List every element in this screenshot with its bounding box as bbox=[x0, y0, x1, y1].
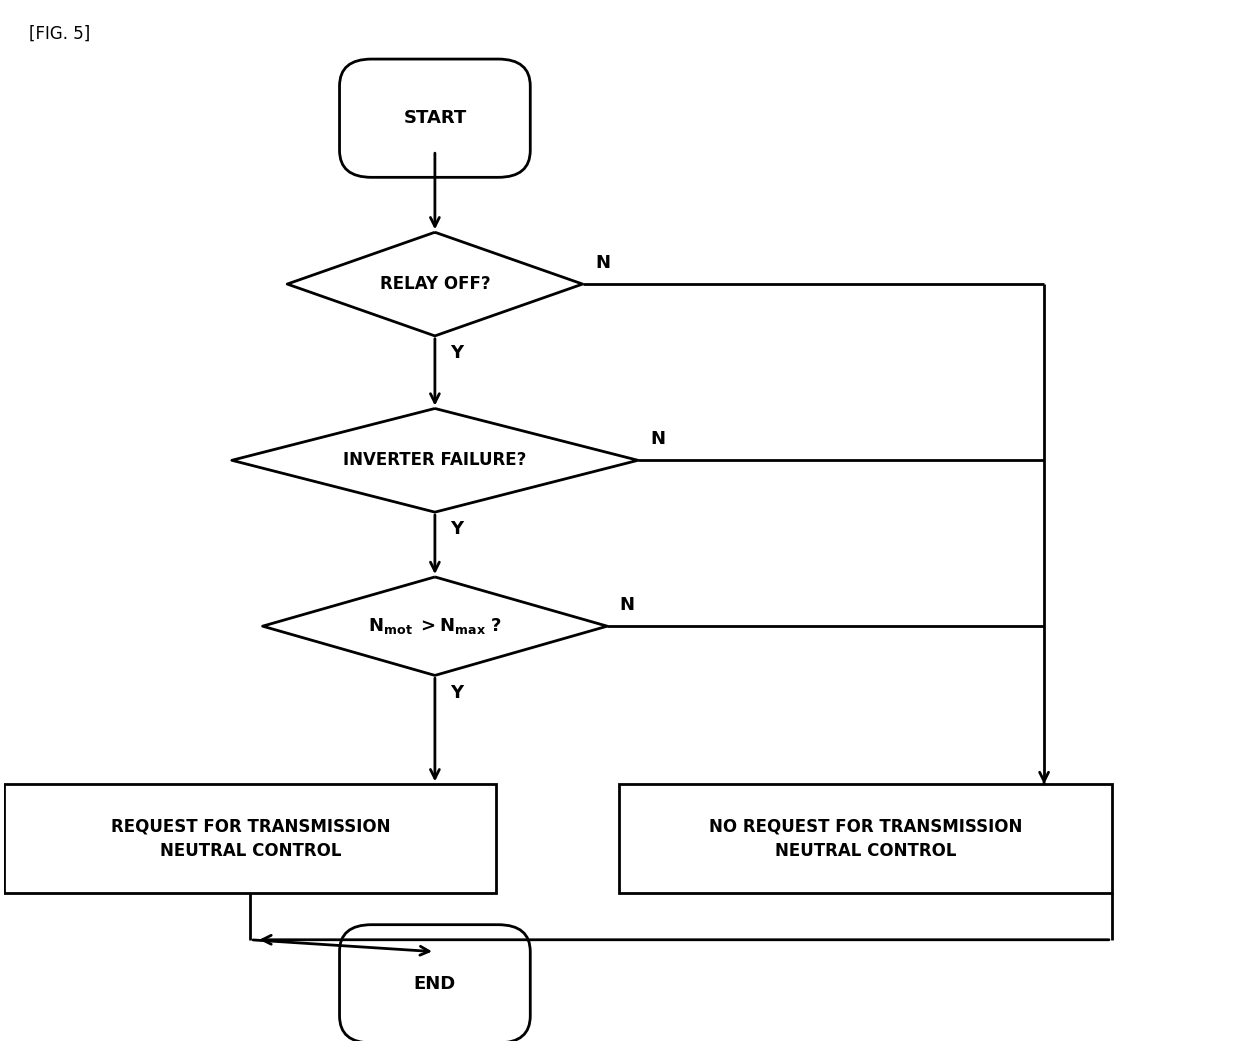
Polygon shape bbox=[232, 409, 638, 512]
Text: Y: Y bbox=[450, 520, 463, 538]
Polygon shape bbox=[287, 232, 582, 335]
Text: NO REQUEST FOR TRANSMISSION
NEUTRAL CONTROL: NO REQUEST FOR TRANSMISSION NEUTRAL CONT… bbox=[709, 817, 1022, 860]
Text: Y: Y bbox=[450, 683, 463, 701]
Bar bbox=[620, 784, 1111, 893]
Text: N: N bbox=[650, 429, 665, 448]
FancyBboxPatch shape bbox=[339, 925, 530, 1043]
Polygon shape bbox=[263, 577, 607, 675]
Text: $\mathbf{N_{mot}\ >N_{max}\ ?}$: $\mathbf{N_{mot}\ >N_{max}\ ?}$ bbox=[368, 617, 502, 636]
Bar bbox=[4, 784, 497, 893]
Text: N: N bbox=[595, 254, 610, 272]
Text: N: N bbox=[620, 596, 634, 613]
Text: Y: Y bbox=[450, 344, 463, 363]
Text: RELAY OFF?: RELAY OFF? bbox=[379, 275, 491, 293]
Text: START: START bbox=[403, 109, 467, 127]
FancyBboxPatch shape bbox=[339, 60, 530, 178]
Text: [FIG. 5]: [FIG. 5] bbox=[28, 25, 90, 43]
Text: INVERTER FAILURE?: INVERTER FAILURE? bbox=[343, 451, 527, 469]
Text: REQUEST FOR TRANSMISSION
NEUTRAL CONTROL: REQUEST FOR TRANSMISSION NEUTRAL CONTROL bbox=[110, 817, 390, 860]
Text: END: END bbox=[414, 975, 456, 993]
